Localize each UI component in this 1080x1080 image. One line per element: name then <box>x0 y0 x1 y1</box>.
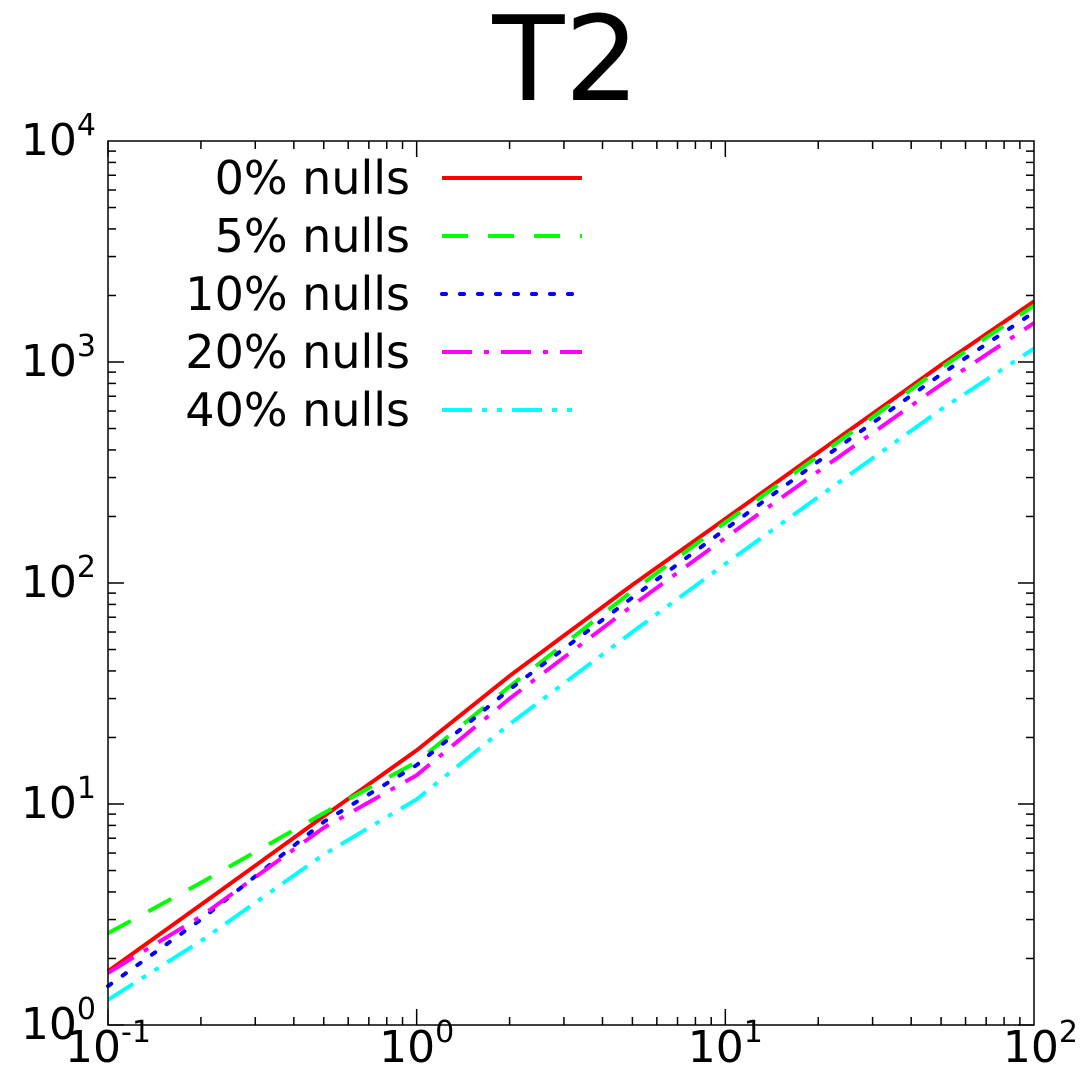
series-line-3 <box>106 321 1036 975</box>
y-tick-label: 101 <box>21 771 96 829</box>
y-tick-label: 104 <box>21 108 96 166</box>
ticks-layer <box>107 141 1034 1026</box>
x-tick-label: 10-1 <box>65 1015 151 1073</box>
series-line-4 <box>106 346 1036 1002</box>
y-tick-label: 102 <box>21 550 96 608</box>
x-tick-label: 102 <box>1003 1015 1078 1073</box>
x-tick-label: 100 <box>379 1015 454 1073</box>
legend-label-3: 20% nulls <box>185 325 410 379</box>
legend-label-1: 5% nulls <box>215 209 410 263</box>
series-line-1 <box>107 303 1036 936</box>
legend-label-0: 0% nulls <box>215 151 410 205</box>
y-tick-label: 103 <box>21 329 96 387</box>
chart-title: T2 <box>491 0 639 128</box>
x-tick-label: 101 <box>688 1015 763 1073</box>
series-line-0 <box>106 299 1036 973</box>
legend-label-4: 40% nulls <box>185 383 410 437</box>
y-tick-label: 100 <box>21 992 96 1050</box>
series-layer <box>106 299 1036 1002</box>
legend-label-2: 10% nulls <box>185 267 410 321</box>
plot-frame <box>107 140 1035 1026</box>
series-line-2 <box>106 310 1036 989</box>
